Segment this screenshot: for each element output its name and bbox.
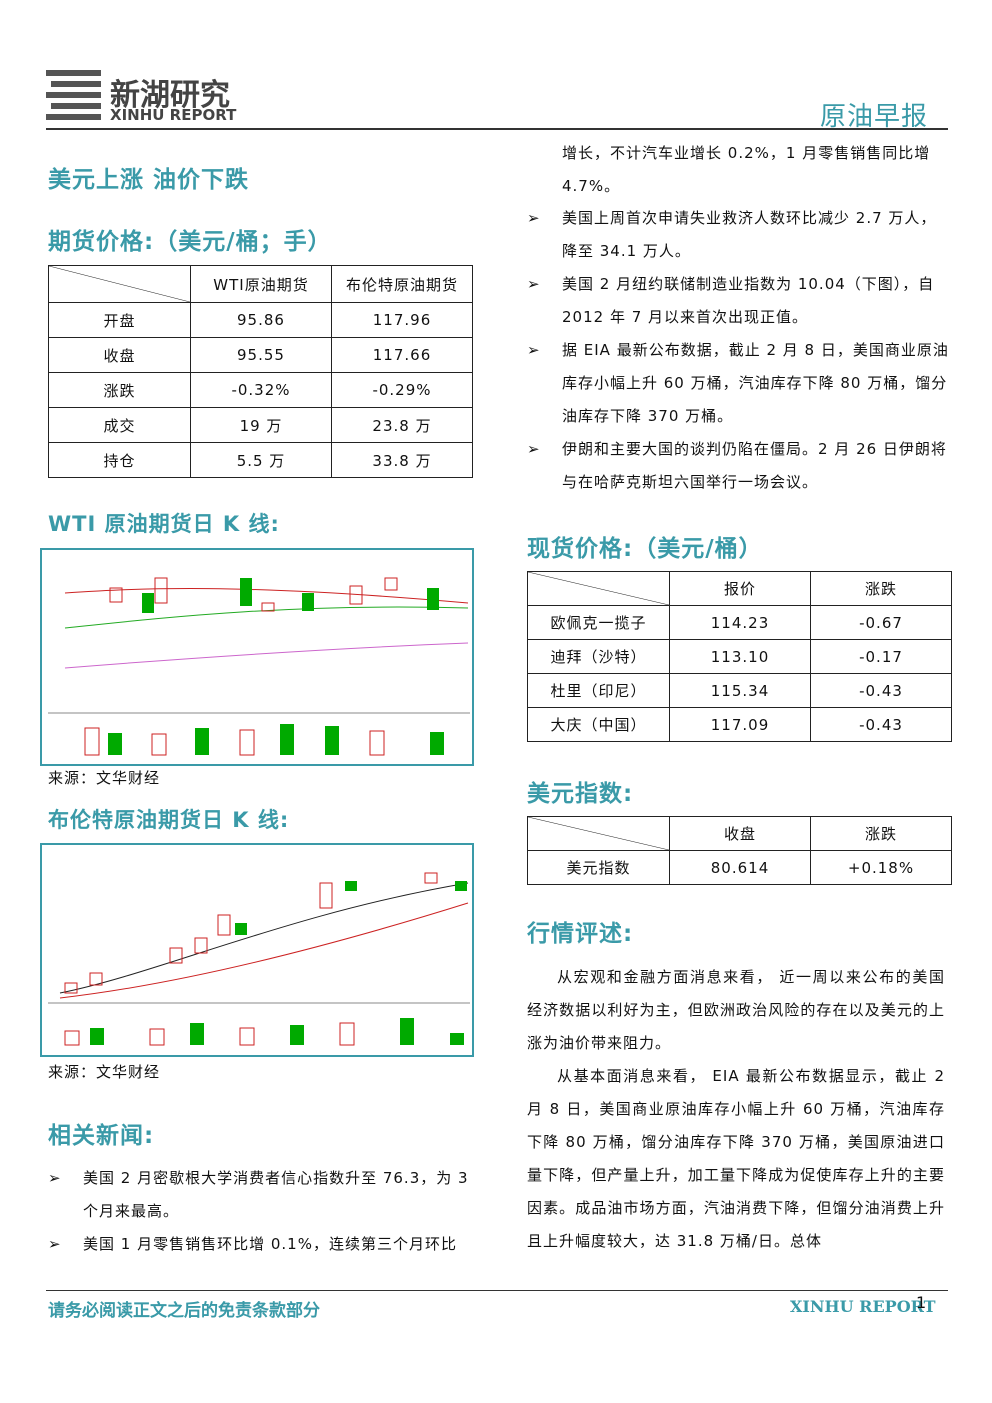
news-item: 美国 2 月纽约联储制造业指数为 10.04（下图），自 2012 年 7 月以… <box>527 268 952 334</box>
futures-table: WTI原油期货 布伦特原油期货 开盘 95.86 117.96 收盘 95.55 117.6… <box>48 265 473 478</box>
paragraph: 从基本面消息来看， EIA 最新公布数据显示，截止 2 月 8 日，美国商业原油… <box>527 1067 945 1250</box>
table-row: 持仓 5.5 万 33.8 万 <box>48 442 473 478</box>
table-cell: 美元指数 <box>527 850 670 885</box>
table-cell: -0.29% <box>331 372 473 408</box>
wti-source: 来源：文华财经 <box>48 769 161 787</box>
news-list-left: 美国 2 月密歇根大学消费者信心指数升至 76.3，为 3 个月来最高。 美国 … <box>48 1162 472 1261</box>
table-cell: -0.43 <box>810 673 952 708</box>
table-cell: 涨跌 <box>48 372 191 408</box>
table-row: 大庆（中国） 117.09 -0.43 <box>527 707 952 742</box>
table-cell: 持仓 <box>48 442 191 478</box>
dollar-table: 收盘 涨跌 美元指数 80.614 +0.18% <box>527 816 952 885</box>
logo-mark <box>46 70 101 120</box>
news-item: 伊朗和主要大国的谈判仍陷在僵局。2 月 26 日伊朗将与在哈萨克斯坦六国举行一场… <box>527 433 952 499</box>
diag-cell <box>48 265 191 303</box>
table-cell: 杜里（印尼） <box>527 673 670 708</box>
headline: 美元上涨 油价下跌 <box>48 167 250 193</box>
table-cell: 95.55 <box>190 337 332 373</box>
table-row: 迪拜（沙特） 113.10 -0.17 <box>527 639 952 674</box>
table-cell: 115.34 <box>669 673 811 708</box>
paragraph: 从宏观和金融方面消息来看， 近一周以来公布的美国经济数据以利好为主，但欧洲政治风… <box>527 968 945 1052</box>
footer-rule <box>46 1290 948 1291</box>
brent-chart-title: 布伦特原油期货日 K 线: <box>48 808 290 832</box>
table-cell: 33.8 万 <box>331 442 473 478</box>
table-cell: -0.17 <box>810 639 952 674</box>
table-cell: 成交 <box>48 407 191 443</box>
table-row: 成交 19 万 23.8 万 <box>48 407 473 443</box>
news-item: 美国 2 月密歇根大学消费者信心指数升至 76.3，为 3 个月来最高。 <box>48 1162 472 1228</box>
news-item: 美国上周首次申请失业救济人数环比减少 2.7 万人，降至 34.1 万人。 <box>527 202 952 268</box>
news-continuation: 增长，不计汽车业增长 0.2%，1 月零售销售同比增 4.7%。 <box>562 144 931 195</box>
table-cell: 23.8 万 <box>331 407 473 443</box>
table-cell: 开盘 <box>48 302 191 338</box>
table-cell: 95.86 <box>190 302 332 338</box>
commentary: 从宏观和金融方面消息来看， 近一周以来公布的美国经济数据以利好为主，但欧洲政治风… <box>527 961 945 1258</box>
table-cell: -0.67 <box>810 605 952 640</box>
table-row: 美元指数 80.614 +0.18% <box>527 850 952 885</box>
table-row: 收盘 95.55 117.66 <box>48 337 473 373</box>
table-cell: 19 万 <box>190 407 332 443</box>
table-cell: 迪拜（沙特） <box>527 639 670 674</box>
brent-source: 来源：文华财经 <box>48 1063 161 1081</box>
table-cell: 117.96 <box>331 302 473 338</box>
table-cell: 117.09 <box>669 707 811 742</box>
table-cell: +0.18% <box>810 850 952 885</box>
news-item: 据 EIA 最新公布数据，截止 2 月 8 日，美国商业原油库存小幅上升 60 … <box>527 334 952 433</box>
footer-brand: XINHU REPORT <box>790 1297 936 1316</box>
table-cell: 5.5 万 <box>190 442 332 478</box>
spot-title: 现货价格:（美元/桶） <box>527 536 763 562</box>
report-type: 原油早报 <box>820 102 929 132</box>
header-cell: WTI原油期货 <box>190 265 332 303</box>
commentary-title: 行情评述: <box>527 921 634 947</box>
diag-cell <box>527 816 670 851</box>
spot-table: 报价 涨跌 欧佩克一揽子 114.23 -0.67 迪拜（沙特） 113.10 -0.17 杜… <box>527 571 952 742</box>
disclaimer: 请务必阅读正文之后的免责条款部分 <box>48 1301 320 1321</box>
wti-chart-title: WTI 原油期货日 K 线: <box>48 512 280 536</box>
brent-chart <box>40 843 474 1057</box>
news-title: 相关新闻: <box>48 1123 155 1149</box>
table-cell: 113.10 <box>669 639 811 674</box>
header-rule <box>46 128 948 130</box>
table-cell: -0.43 <box>810 707 952 742</box>
table-row: 涨跌 -0.32% -0.29% <box>48 372 473 408</box>
dollar-title: 美元指数: <box>527 781 634 807</box>
logo-en: XINHU REPORT <box>110 106 237 124</box>
header-cell: 布伦特原油期货 <box>331 265 473 303</box>
table-cell: 大庆（中国） <box>527 707 670 742</box>
table-row: 杜里（印尼） 115.34 -0.43 <box>527 673 952 708</box>
logo-cn: 新湖研究 <box>110 78 230 113</box>
table-cell: 80.614 <box>669 850 811 885</box>
table-row: 欧佩克一揽子 114.23 -0.67 <box>527 605 952 640</box>
header-cell: 涨跌 <box>810 816 952 851</box>
header-cell: 涨跌 <box>810 571 952 606</box>
table-row: 开盘 95.86 117.96 <box>48 302 473 338</box>
table-cell: -0.32% <box>190 372 332 408</box>
wti-chart <box>40 548 474 766</box>
page-number: 1 <box>916 1293 927 1312</box>
table-cell: 收盘 <box>48 337 191 373</box>
header-cell: 报价 <box>669 571 811 606</box>
header-cell: 收盘 <box>669 816 811 851</box>
table-cell: 114.23 <box>669 605 811 640</box>
news-list-right: 美国上周首次申请失业救济人数环比减少 2.7 万人，降至 34.1 万人。 美国… <box>527 202 952 499</box>
table-cell: 欧佩克一揽子 <box>527 605 670 640</box>
diag-cell <box>527 571 670 606</box>
news-item: 美国 1 月零售销售环比增 0.1%，连续第三个月环比 <box>48 1228 472 1261</box>
table-cell: 117.66 <box>331 337 473 373</box>
futures-title: 期货价格:（美元/桶；手） <box>48 229 332 255</box>
